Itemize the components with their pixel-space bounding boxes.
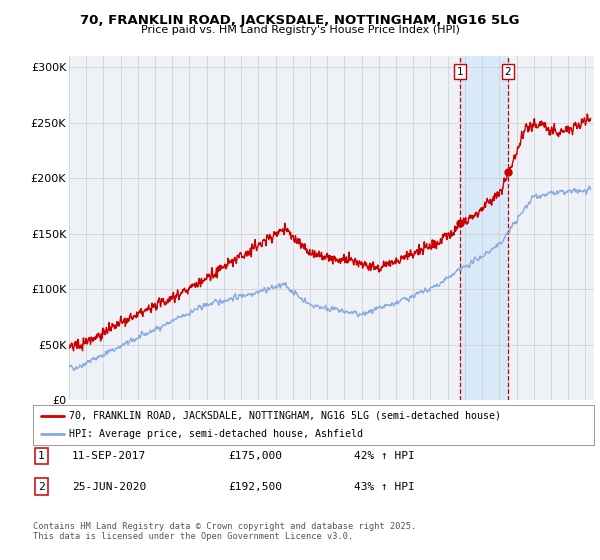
Text: 11-SEP-2017: 11-SEP-2017 [72,451,146,461]
Text: 42% ↑ HPI: 42% ↑ HPI [354,451,415,461]
Text: HPI: Average price, semi-detached house, Ashfield: HPI: Average price, semi-detached house,… [70,430,364,439]
Text: Price paid vs. HM Land Registry's House Price Index (HPI): Price paid vs. HM Land Registry's House … [140,25,460,35]
Text: 70, FRANKLIN ROAD, JACKSDALE, NOTTINGHAM, NG16 5LG (semi-detached house): 70, FRANKLIN ROAD, JACKSDALE, NOTTINGHAM… [70,411,502,421]
Text: 2: 2 [38,482,45,492]
Text: 43% ↑ HPI: 43% ↑ HPI [354,482,415,492]
Text: 2: 2 [505,67,511,77]
Text: 25-JUN-2020: 25-JUN-2020 [72,482,146,492]
Text: Contains HM Land Registry data © Crown copyright and database right 2025.
This d: Contains HM Land Registry data © Crown c… [33,522,416,542]
Text: £192,500: £192,500 [228,482,282,492]
Text: £175,000: £175,000 [228,451,282,461]
Bar [460,56,508,400]
Text: 70, FRANKLIN ROAD, JACKSDALE, NOTTINGHAM, NG16 5LG: 70, FRANKLIN ROAD, JACKSDALE, NOTTINGHAM… [80,14,520,27]
Text: 1: 1 [38,451,45,461]
Text: 1: 1 [457,67,463,77]
